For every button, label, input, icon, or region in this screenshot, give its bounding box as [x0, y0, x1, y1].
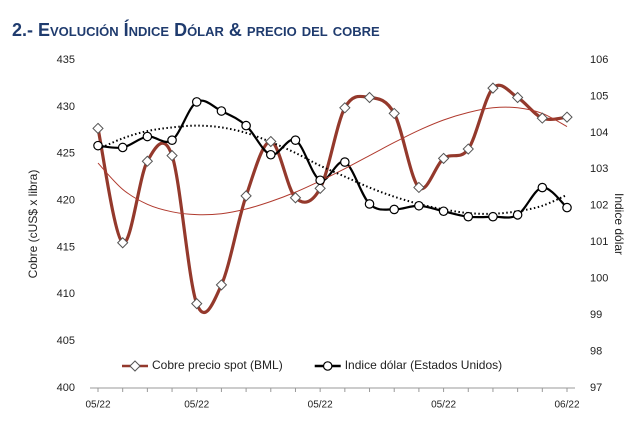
point [93, 140, 103, 151]
point [340, 157, 350, 167]
y2-axis-title: Indice dólar [612, 193, 625, 255]
x-tick-label: 05/22 [431, 400, 456, 411]
point [562, 202, 572, 213]
point [191, 297, 203, 310]
point [142, 131, 153, 142]
y-tick-label: 415 [57, 241, 75, 253]
point [141, 155, 154, 167]
point [561, 111, 573, 123]
x-tick-label: 05/22 [85, 400, 110, 411]
y2-tick-label: 97 [590, 382, 602, 394]
point [215, 279, 228, 291]
point [339, 102, 351, 114]
point [364, 199, 375, 209]
point [363, 91, 376, 104]
point [488, 211, 498, 222]
y-tick-label: 430 [57, 101, 75, 113]
point [413, 181, 425, 194]
y2-tick-label: 100 [590, 273, 608, 285]
point [314, 182, 326, 195]
point [167, 135, 177, 145]
y2-tick-label: 104 [590, 127, 608, 139]
y-tick-label: 405 [57, 335, 75, 347]
point [388, 107, 400, 120]
point [536, 112, 549, 124]
legend-label: Cobre precio spot (BML) [152, 358, 283, 372]
point [512, 210, 523, 220]
point [166, 149, 178, 162]
point [437, 152, 450, 165]
point [462, 143, 474, 155]
point [265, 135, 277, 148]
y-tick-label: 400 [57, 382, 75, 394]
y2-tick-label: 105 [590, 90, 608, 102]
y-tick-label: 410 [57, 288, 75, 300]
x-tick-label: 06/22 [554, 400, 579, 411]
legend-marker [129, 360, 141, 372]
y2-tick-label: 106 [590, 54, 608, 66]
point [389, 204, 400, 215]
y2-tick-label: 98 [590, 345, 602, 357]
y-axis-title: Cobre (cUS$ x libra) [26, 170, 40, 279]
point [116, 237, 129, 249]
point [511, 91, 524, 104]
y2-tick-label: 103 [590, 163, 608, 175]
x-tick-label: 05/22 [184, 400, 209, 411]
point [289, 192, 302, 204]
point [265, 149, 276, 160]
series-line [96, 83, 568, 314]
point [240, 190, 252, 202]
point [315, 175, 325, 186]
point [191, 97, 202, 107]
legend-marker [322, 361, 333, 371]
y2-tick-label: 99 [590, 309, 602, 321]
point [290, 135, 301, 145]
point [117, 142, 128, 153]
point [537, 182, 548, 193]
point [241, 120, 251, 131]
point [463, 211, 474, 222]
point [92, 122, 104, 135]
series-line [97, 99, 568, 219]
y-tick-label: 420 [57, 194, 75, 206]
point [438, 206, 449, 217]
legend-label: Indice dólar (Estados Unidos) [345, 358, 502, 372]
y2-tick-label: 102 [590, 200, 608, 212]
point [487, 82, 499, 94]
y-tick-label: 425 [57, 148, 75, 160]
x-tick-label: 05/22 [308, 400, 333, 411]
y2-tick-label: 101 [590, 236, 608, 248]
point [414, 200, 424, 211]
point [216, 106, 227, 116]
trend-line [97, 106, 568, 216]
chart-title: 2.- Evolución Índice Dólar & precio del … [12, 19, 380, 40]
y-tick-label: 435 [57, 54, 75, 66]
